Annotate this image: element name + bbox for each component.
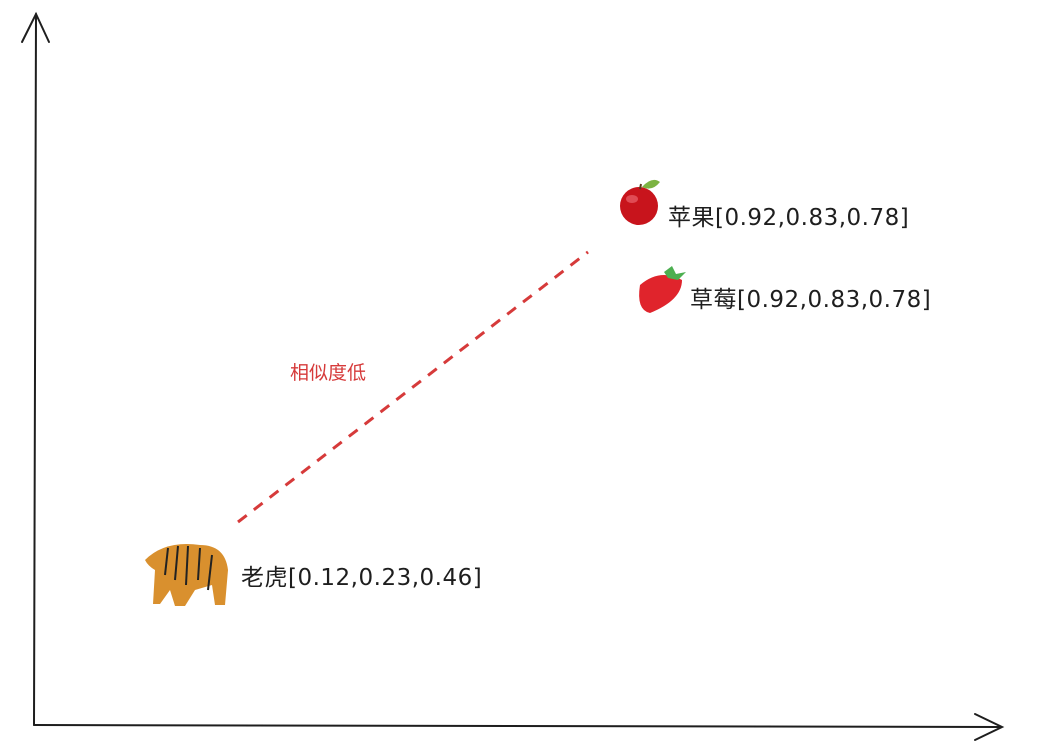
- strawberry-vector: [0.92,0.83,0.78]: [737, 287, 932, 313]
- strawberry-name: 草莓: [690, 287, 737, 313]
- strawberry-label: 草莓[0.92,0.83,0.78]: [690, 280, 931, 314]
- similarity-dashed-line: [237, 250, 589, 524]
- tiger-icon: [145, 544, 228, 606]
- apple-icon: [620, 179, 660, 225]
- y-axis: [21, 11, 50, 726]
- apple-name: 苹果: [668, 205, 715, 231]
- tiger-label: 老虎[0.12,0.23,0.46]: [241, 558, 482, 592]
- x-axis: [33, 713, 1005, 741]
- tiger-vector: [0.12,0.23,0.46]: [288, 565, 483, 591]
- apple-vector: [0.92,0.83,0.78]: [715, 205, 910, 231]
- apple-label: 苹果[0.92,0.83,0.78]: [668, 198, 909, 232]
- similarity-annotation: 相似度低: [290, 362, 367, 384]
- strawberry-icon: [639, 266, 686, 313]
- tiger-name: 老虎: [241, 565, 288, 591]
